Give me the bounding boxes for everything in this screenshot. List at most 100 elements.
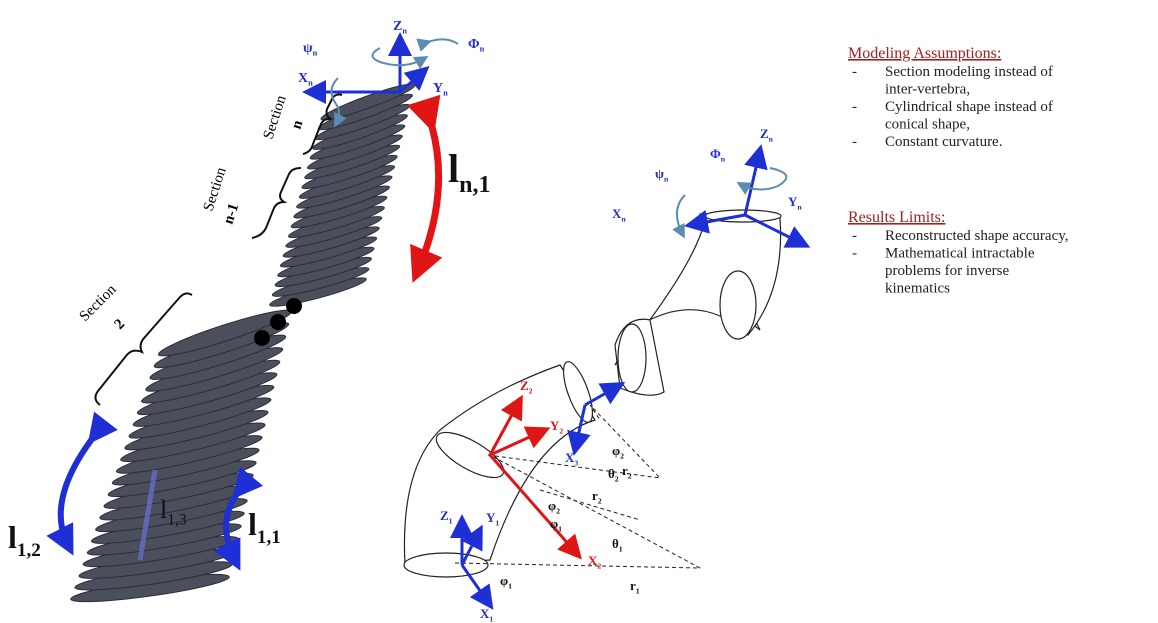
label-main: ψ xyxy=(655,166,664,181)
axis-label: X3 xyxy=(565,450,578,467)
label-main: Φ xyxy=(710,146,721,161)
bullet-marker: - xyxy=(852,134,857,150)
length-arrow xyxy=(46,411,118,556)
label-main: Y xyxy=(550,418,560,433)
axis-label: φ1 xyxy=(550,516,562,533)
length-arrow xyxy=(213,466,264,571)
label-sub: n,1 xyxy=(459,172,490,198)
axis-label: X2 xyxy=(588,553,601,570)
label-sub: 1,2 xyxy=(17,540,41,561)
axis-label: φ1 xyxy=(500,573,512,590)
axis-label: l1,3 xyxy=(160,495,187,529)
rotation-arrow xyxy=(371,47,429,70)
label-main: Z xyxy=(760,126,769,141)
rotation-arrow xyxy=(672,194,686,239)
label-sub: 2 xyxy=(529,386,533,395)
label-main: Y xyxy=(433,81,443,96)
label-main: X xyxy=(298,71,308,86)
label-main: X xyxy=(565,450,575,465)
label-sub: 2 xyxy=(598,496,602,505)
rotation-arrow xyxy=(416,38,459,52)
axis-label: θ1 xyxy=(612,536,623,553)
label-sub: 2 xyxy=(615,474,619,483)
bullet-marker: - xyxy=(852,99,857,115)
notes-title: Results Limits: xyxy=(848,209,945,226)
label-main: Z xyxy=(440,508,449,523)
label-sub: n xyxy=(769,134,774,143)
axis-label: r2 xyxy=(622,463,632,480)
bullet-text: Reconstructed shape accuracy, xyxy=(885,228,1069,244)
axis-label: Φn xyxy=(468,37,485,54)
label-main: φ xyxy=(550,516,558,531)
label-sub: n xyxy=(308,79,313,88)
label-sub: n xyxy=(402,27,407,36)
section-number: 2 xyxy=(112,316,129,333)
label-main: Z xyxy=(393,19,402,34)
brace xyxy=(94,292,193,406)
label-sub: n xyxy=(313,49,318,58)
axis-label: φ2 xyxy=(548,498,560,515)
ellipsis-dot xyxy=(254,330,270,346)
axis-label: Xn xyxy=(298,71,313,88)
axis-label: Xn xyxy=(612,206,626,223)
label-sub: 2 xyxy=(556,506,560,515)
ellipsis-dot xyxy=(286,298,302,314)
axis-label: Yn xyxy=(788,194,802,211)
label-main: X xyxy=(612,206,622,221)
label-main: θ xyxy=(612,536,619,551)
axis-label: l1,2 xyxy=(8,519,41,561)
section-number: n-1 xyxy=(221,201,243,226)
label-sub: n xyxy=(621,214,626,223)
label-sub: 3 xyxy=(574,458,578,467)
label-sub: 1 xyxy=(558,524,562,533)
label-main: X xyxy=(480,606,490,621)
label-sub: n xyxy=(664,174,669,183)
bullet-marker: - xyxy=(852,64,857,80)
label-main: l xyxy=(448,146,459,191)
robot-arm xyxy=(70,83,416,603)
label-sub: 1 xyxy=(636,586,640,595)
bullet-text: Constant curvature. xyxy=(885,134,1002,150)
bullet-text: kinematics xyxy=(885,281,950,297)
label-main: r xyxy=(622,463,628,478)
axis-label: Φn xyxy=(710,146,726,163)
label-sub: n xyxy=(721,154,726,163)
length-arrow xyxy=(137,469,158,561)
label-main: Y xyxy=(788,194,798,209)
label-sub: 1 xyxy=(495,518,499,527)
bullet-marker: - xyxy=(852,246,857,262)
axis-label: Z1 xyxy=(440,508,453,525)
frames xyxy=(450,144,811,610)
axis-label: r2 xyxy=(592,488,602,505)
label-main: φ xyxy=(612,443,620,458)
axis-label: Zn xyxy=(393,19,407,36)
bullet-text: Section modeling instead of xyxy=(885,64,1053,80)
axis-label: Zn xyxy=(760,126,774,143)
notes-title: Modeling Assumptions: xyxy=(848,45,1001,62)
axis-label: Yn xyxy=(433,81,448,98)
axis-label: ψn xyxy=(303,41,318,58)
axis-label: θ2 xyxy=(608,466,619,483)
label-sub: 2 xyxy=(628,471,632,480)
label-main: θ xyxy=(608,466,615,481)
axis-label: r1 xyxy=(630,578,640,595)
axis-label: φ2 xyxy=(612,443,624,460)
label-main: r xyxy=(592,488,598,503)
label-sub: 1,3 xyxy=(167,512,187,529)
axis-label: Y2 xyxy=(550,418,563,435)
rotation-arrow xyxy=(736,167,788,195)
section-word: Section xyxy=(261,93,290,141)
label-sub: 1 xyxy=(449,516,453,525)
bullet-text: conical shape, xyxy=(885,117,970,133)
label-sub: 2 xyxy=(559,426,563,435)
label-sub: 2 xyxy=(620,451,624,460)
label-main: r xyxy=(630,578,636,593)
axis-label: l1,1 xyxy=(248,506,281,548)
brace xyxy=(251,167,302,239)
bullet-marker: - xyxy=(852,228,857,244)
axis-label: ln,1 xyxy=(448,146,490,198)
label-sub: n xyxy=(480,45,485,54)
label-main: ψ xyxy=(303,41,313,56)
label-main: Y xyxy=(486,510,496,525)
